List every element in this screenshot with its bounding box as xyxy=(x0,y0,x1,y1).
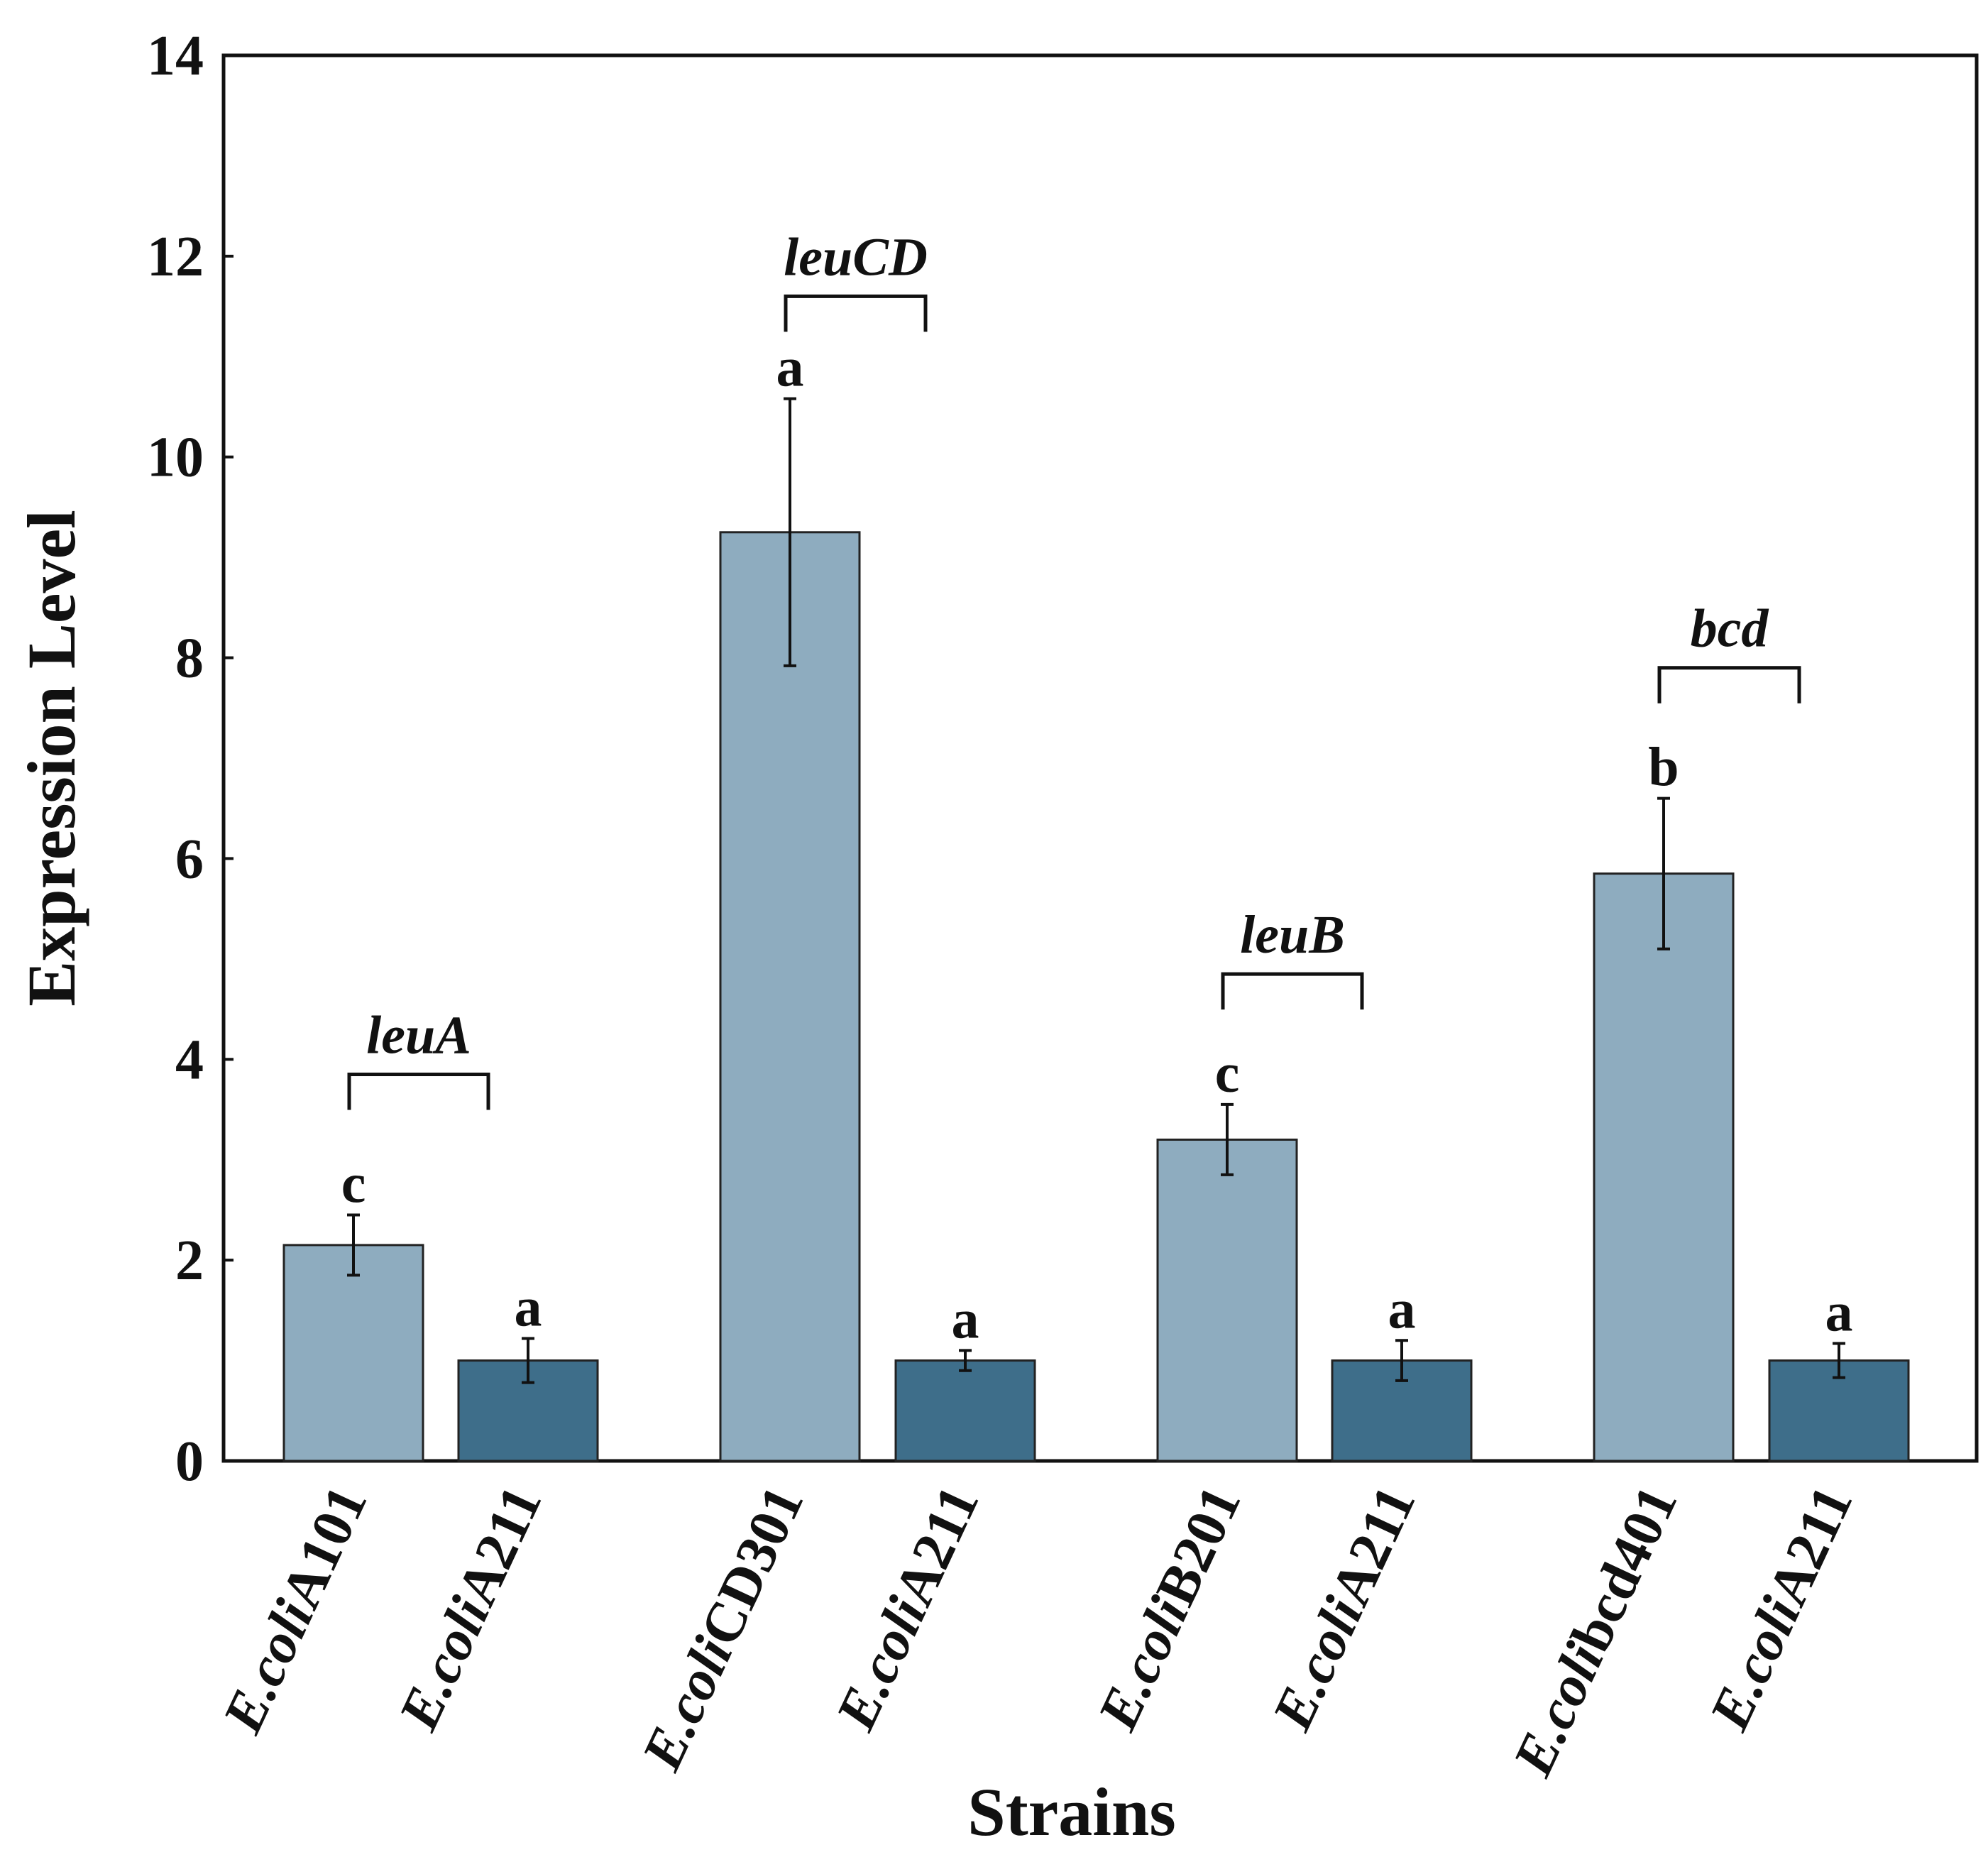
x-tick-label: E.coliA211 xyxy=(387,1477,554,1739)
bar-treated xyxy=(1156,1138,1298,1462)
significance-letter: a xyxy=(1825,1281,1853,1343)
x-tick-label-strain: A211 xyxy=(445,1477,554,1614)
significance-letter: c xyxy=(1215,1042,1240,1104)
x-tick-label-genus: E.coli xyxy=(1698,1589,1813,1740)
x-tick-label-strain: A211 xyxy=(1319,1477,1427,1614)
gene-label: leuA xyxy=(366,1006,471,1066)
x-tick-label: E.coliA101 xyxy=(211,1477,379,1742)
gene-label: bcd xyxy=(1691,599,1769,659)
x-tick-label-genus: E.coli xyxy=(630,1628,745,1780)
y-tick-label: 4 xyxy=(175,1029,204,1091)
significance-letter: a xyxy=(1388,1278,1416,1340)
y-axis-ticks: 0 2 4 6 8 10 12 14 xyxy=(147,25,234,1493)
gene-bracket xyxy=(1221,972,1364,1010)
y-tick-label: 2 xyxy=(175,1230,204,1292)
bar-treated xyxy=(719,531,861,1462)
error-bars xyxy=(347,397,1845,1384)
x-tick-label: E.colibcd401 xyxy=(1501,1477,1689,1785)
y-tick-label: 6 xyxy=(175,828,204,890)
x-tick-label: E.coliA211 xyxy=(824,1477,991,1739)
significance-letter: a xyxy=(515,1276,542,1337)
x-tick-label-genus: E.coli xyxy=(387,1589,502,1740)
x-axis-ticks: E.coliA101E.coliA211E.coliCD301E.coliA21… xyxy=(211,1477,1865,1785)
x-tick-label-strain: bcd401 xyxy=(1559,1477,1689,1660)
plot-frame xyxy=(221,53,1979,1463)
x-tick-label: E.coliA211 xyxy=(1698,1477,1865,1739)
x-tick-label-genus: E.coli xyxy=(1086,1589,1201,1740)
y-tick-label: 8 xyxy=(175,628,204,690)
y-tick-label: 10 xyxy=(147,427,204,489)
x-tick-label: E.coliB201 xyxy=(1086,1477,1253,1739)
x-axis-title: Strains xyxy=(967,1774,1175,1850)
bar-treated xyxy=(1593,872,1735,1462)
x-tick-label-strain: B201 xyxy=(1144,1477,1253,1614)
x-tick-label-strain: A211 xyxy=(1756,1477,1865,1614)
significance-letter: a xyxy=(952,1288,979,1349)
significance-letter: c xyxy=(341,1153,366,1215)
significance-letters: c a a a c a b a xyxy=(341,336,1853,1350)
x-tick-label-genus: E.coli xyxy=(211,1592,326,1743)
x-tick-label-strain: A211 xyxy=(882,1477,991,1614)
x-tick-label: E.coliCD301 xyxy=(630,1477,815,1780)
x-tick-label-strain: CD301 xyxy=(688,1477,815,1655)
bars xyxy=(282,531,1910,1462)
x-tick-label-strain: A101 xyxy=(269,1477,379,1617)
x-tick-label: E.coliA211 xyxy=(1261,1477,1427,1739)
gene-bracket xyxy=(1657,666,1801,703)
bar-treated xyxy=(282,1244,424,1462)
y-tick-label: 0 xyxy=(175,1430,204,1493)
gene-bracket xyxy=(347,1073,490,1110)
x-tick-label-genus: E.coli xyxy=(1261,1589,1375,1740)
significance-letter: b xyxy=(1648,736,1679,798)
gene-group-brackets: leuA leuCD leuB bcd xyxy=(347,227,1801,1110)
x-tick-label-genus: E.coli xyxy=(824,1589,939,1740)
y-tick-label: 12 xyxy=(147,226,204,288)
gene-label: leuCD xyxy=(784,227,928,287)
gene-label: leuB xyxy=(1240,905,1345,965)
gene-bracket xyxy=(784,294,928,332)
bar-control xyxy=(894,1359,1036,1462)
significance-letter: a xyxy=(776,336,804,398)
x-tick-label-genus: E.coli xyxy=(1501,1634,1616,1785)
y-axis-title: Expression Level xyxy=(13,510,89,1007)
y-tick-label: 14 xyxy=(147,25,204,87)
plot-area-group xyxy=(221,53,1979,1463)
